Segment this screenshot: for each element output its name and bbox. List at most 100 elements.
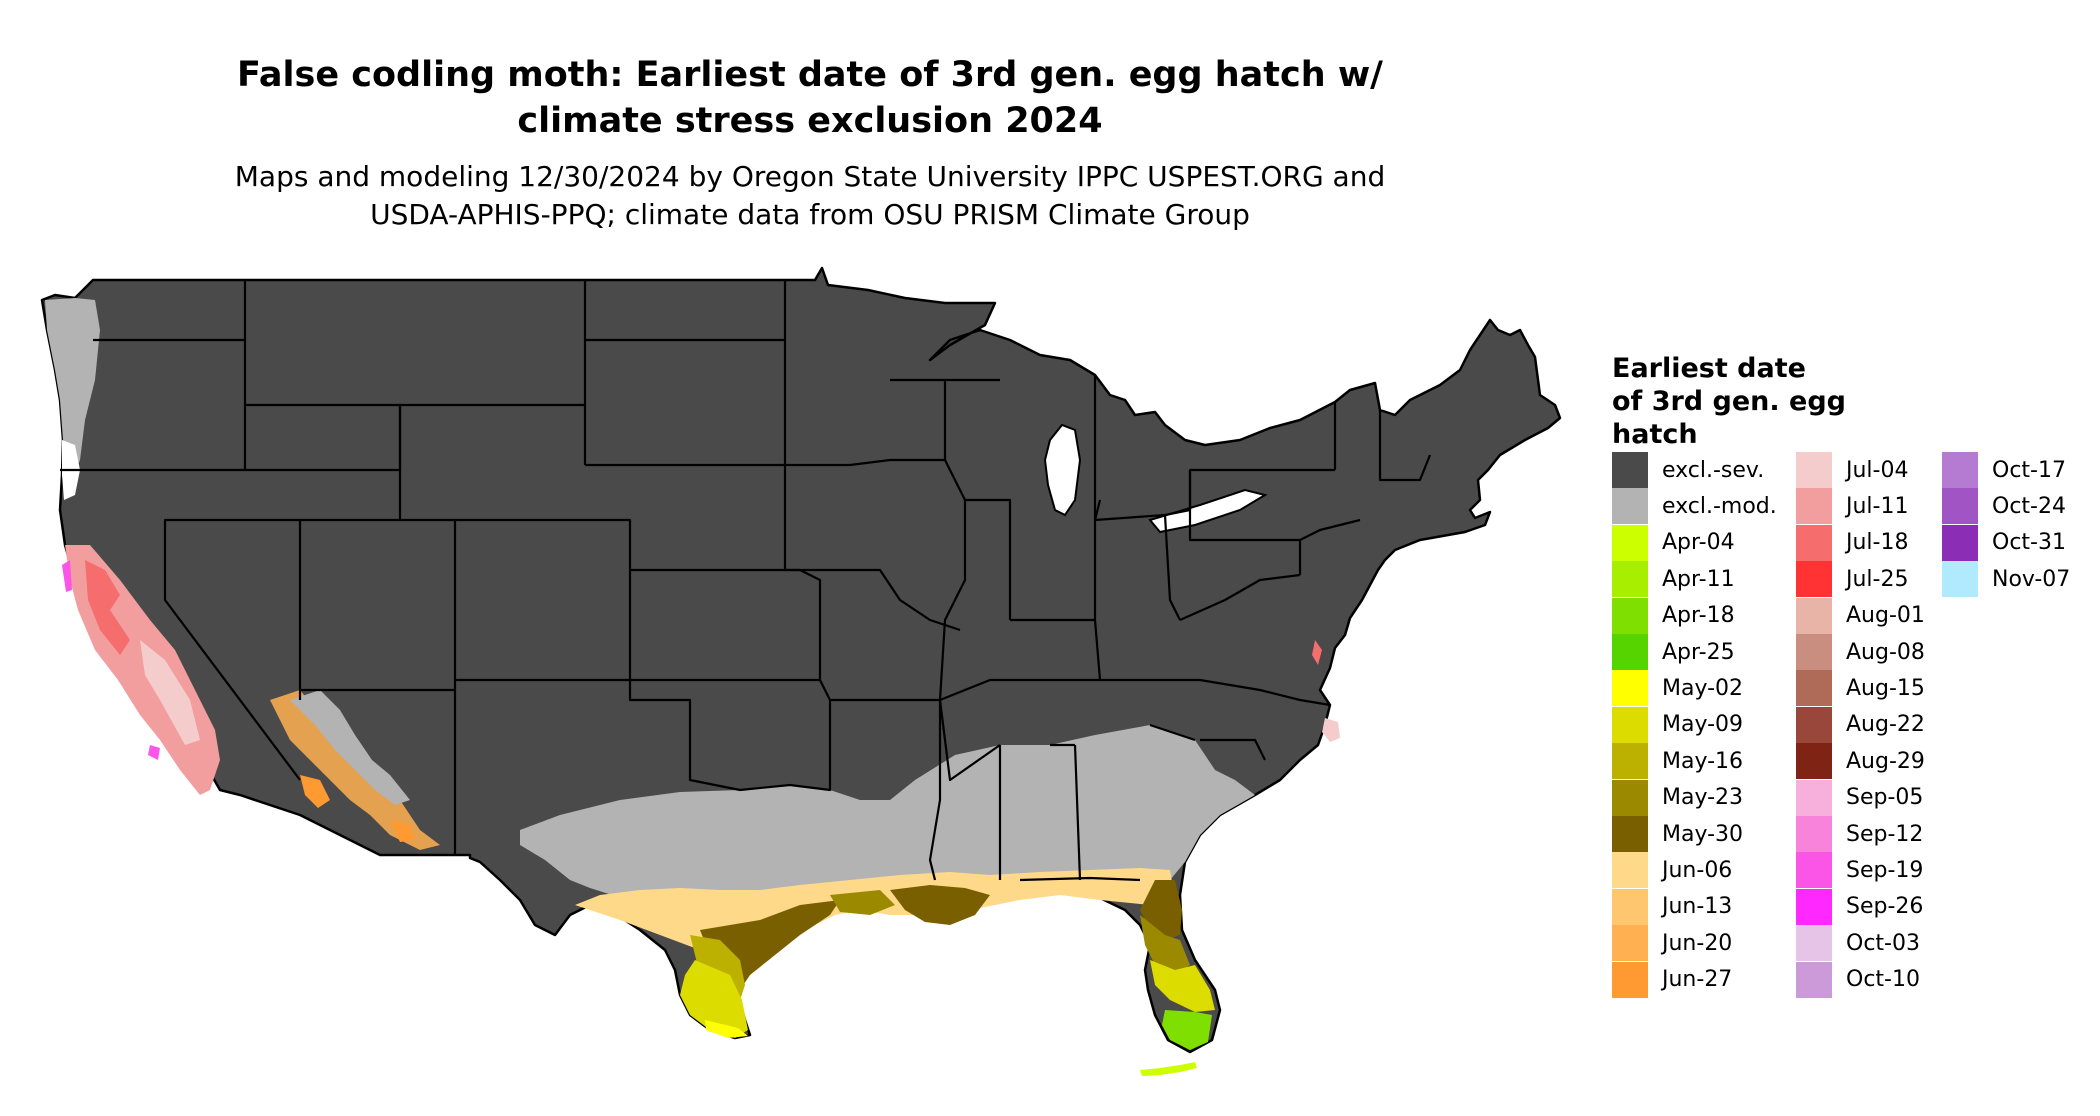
legend-swatch xyxy=(1612,706,1648,743)
legend-item: Aug-08 xyxy=(1796,634,1925,670)
legend-swatch xyxy=(1796,634,1832,670)
legend-label: Apr-25 xyxy=(1662,639,1735,665)
legend-label: Aug-15 xyxy=(1846,675,1925,701)
legend-item: Oct-31 xyxy=(1942,524,2066,561)
legend-swatch xyxy=(1796,925,1832,962)
legend-label: Apr-18 xyxy=(1662,603,1735,629)
legend-item: Jul-18 xyxy=(1796,524,1908,561)
legend-label: May-09 xyxy=(1662,712,1744,738)
legend-label: Nov-07 xyxy=(1992,566,2071,592)
legend-item: Jun-27 xyxy=(1612,961,1733,998)
legend-swatch xyxy=(1796,779,1832,816)
legend-label: Jun-06 xyxy=(1662,857,1733,883)
legend-label: Aug-29 xyxy=(1846,748,1925,774)
legend-swatch xyxy=(1612,452,1648,488)
legend-item: Apr-18 xyxy=(1612,597,1735,634)
zone-fl-keys-apr04 xyxy=(1140,1062,1197,1076)
legend-item: excl.-mod. xyxy=(1612,488,1777,525)
legend-swatch xyxy=(1942,561,1978,598)
legend-label: excl.-mod. xyxy=(1662,493,1777,519)
legend-item: Nov-07 xyxy=(1942,561,2071,598)
fl-panhandle xyxy=(1019,876,1141,882)
legend-item: Jul-04 xyxy=(1796,452,1908,488)
zone-excl-mod-west xyxy=(45,298,100,485)
legend-item: Aug-22 xyxy=(1796,706,1925,743)
legend-swatch xyxy=(1612,561,1648,598)
legend-swatch xyxy=(1612,888,1648,925)
legend-label: Sep-19 xyxy=(1846,857,1924,883)
legend-swatch xyxy=(1796,488,1832,525)
legend-item: Apr-04 xyxy=(1612,524,1735,561)
zone-ca-jul04 xyxy=(140,640,200,745)
map-title-line-2: climate stress exclusion 2024 xyxy=(517,101,1103,141)
legend-item: Apr-11 xyxy=(1612,561,1735,598)
legend-item: May-16 xyxy=(1612,743,1744,780)
us-outline xyxy=(40,266,1562,1054)
map-subtitle: Maps and modeling 12/30/2024 by Oregon S… xyxy=(120,158,1500,234)
legend-swatch xyxy=(1612,779,1648,816)
legend-item: Aug-15 xyxy=(1796,670,1925,707)
lake-michigan xyxy=(1043,423,1082,517)
legend-swatch xyxy=(1796,816,1832,852)
legend-swatch xyxy=(1796,561,1832,598)
legend-item: May-30 xyxy=(1612,816,1743,852)
legend-label: Jul-11 xyxy=(1846,493,1909,519)
zone-la-may30 xyxy=(890,885,990,925)
legend-swatch xyxy=(1796,961,1832,998)
legend-label: May-30 xyxy=(1662,821,1744,847)
legend-item: Jun-20 xyxy=(1612,925,1733,962)
legend-item: Oct-10 xyxy=(1796,961,1920,998)
legend-item: Apr-25 xyxy=(1612,634,1735,670)
zone-la-may23 xyxy=(830,890,895,915)
legend-swatch xyxy=(1612,925,1648,962)
legend-label: Oct-17 xyxy=(1992,457,2066,483)
legend-item: Aug-29 xyxy=(1796,743,1925,780)
legend-label: May-02 xyxy=(1662,675,1744,701)
legend-swatch xyxy=(1612,488,1648,525)
legend-label: Aug-01 xyxy=(1846,603,1925,629)
us-map xyxy=(40,266,1562,1076)
legend-label: Jun-20 xyxy=(1662,930,1733,956)
map-title-line-1: False codling moth: Earliest date of 3rd… xyxy=(237,55,1383,95)
legend-swatch xyxy=(1796,743,1832,780)
legend-label: excl.-sev. xyxy=(1662,457,1765,483)
legend-item: Aug-01 xyxy=(1796,597,1925,634)
legend-item: Sep-26 xyxy=(1796,888,1924,925)
zone-fl-apr18 xyxy=(1162,1010,1212,1050)
legend-title: Earliest date of 3rd gen. egg hatch xyxy=(1612,352,1846,451)
legend-label: Jul-25 xyxy=(1846,566,1909,592)
legend-item: Sep-19 xyxy=(1796,852,1924,889)
legend-label: Oct-24 xyxy=(1992,493,2066,519)
zone-tx-may02 xyxy=(705,1020,748,1038)
legend-label: Aug-22 xyxy=(1846,712,1925,738)
legend-title-line-3: hatch xyxy=(1612,419,1698,450)
legend-swatch xyxy=(1796,670,1832,707)
zone-sw-jun27 xyxy=(300,775,415,842)
zone-tx-may09 xyxy=(680,960,748,1038)
legend-swatch xyxy=(1612,634,1648,670)
legend-item: Oct-03 xyxy=(1796,925,1920,962)
legend-swatch xyxy=(1796,597,1832,634)
map-subtitle-line-1: Maps and modeling 12/30/2024 by Oregon S… xyxy=(234,160,1386,193)
state-boundaries xyxy=(60,280,1432,881)
legend-swatch xyxy=(1612,961,1648,998)
legend-label: May-16 xyxy=(1662,748,1744,774)
legend-swatch xyxy=(1796,852,1832,889)
legend-label: May-23 xyxy=(1662,785,1744,811)
legend-item: Jul-25 xyxy=(1796,561,1909,598)
legend-label: Sep-26 xyxy=(1846,894,1924,920)
zone-fl-may23 xyxy=(1140,915,1190,975)
legend-item: Oct-24 xyxy=(1942,488,2066,525)
legend-label: Jun-27 xyxy=(1662,967,1733,993)
legend-swatch xyxy=(1796,452,1832,488)
legend-label: Sep-05 xyxy=(1846,785,1924,811)
legend-label: Oct-03 xyxy=(1846,930,1920,956)
legend-title-line-1: Earliest date xyxy=(1612,353,1806,384)
legend-item: Jul-11 xyxy=(1796,488,1909,525)
legend-label: Jul-04 xyxy=(1846,457,1909,483)
legend-label: Oct-31 xyxy=(1992,530,2066,556)
legend-item: Sep-05 xyxy=(1796,779,1924,816)
zone-fl-may09 xyxy=(1150,960,1215,1012)
legend-label: Apr-11 xyxy=(1662,566,1735,592)
legend-swatch xyxy=(1612,743,1648,780)
